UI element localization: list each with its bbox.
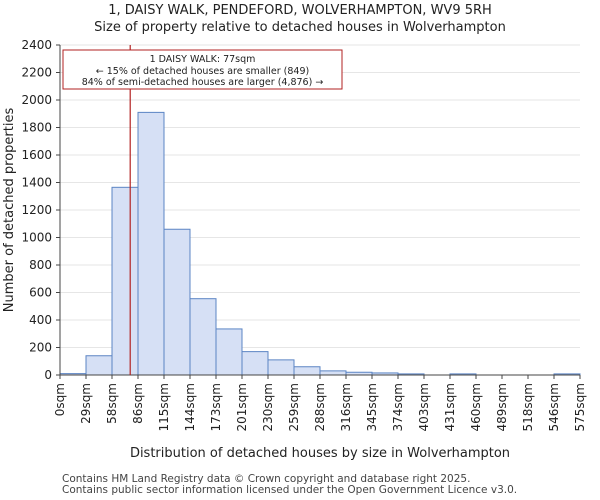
x-tick-label: 288sqm bbox=[313, 383, 327, 431]
histogram-bar bbox=[137, 111, 165, 376]
histogram-bar bbox=[163, 228, 191, 376]
x-tick-label: 518sqm bbox=[521, 383, 535, 431]
histogram-bar bbox=[215, 328, 243, 376]
histogram-bar bbox=[267, 359, 295, 376]
footer-licence: Contains public sector information licen… bbox=[62, 484, 518, 496]
histogram-bar bbox=[319, 370, 347, 376]
y-tick-label: 1000 bbox=[21, 231, 52, 245]
x-tick-label: 431sqm bbox=[443, 383, 457, 431]
x-tick-label: 546sqm bbox=[547, 383, 561, 431]
x-tick-label: 316sqm bbox=[339, 383, 353, 431]
x-tick-label: 29sqm bbox=[79, 383, 93, 424]
annotation-line1: 1 DAISY WALK: 77sqm bbox=[150, 54, 256, 65]
y-tick-label: 200 bbox=[29, 341, 52, 355]
y-tick-label: 1400 bbox=[21, 176, 52, 190]
histogram-bar bbox=[111, 186, 139, 376]
annotation-line3: 84% of semi-detached houses are larger (… bbox=[82, 77, 324, 88]
y-tick-label: 2400 bbox=[21, 38, 52, 52]
x-tick-label: 374sqm bbox=[391, 383, 405, 431]
y-tick-label: 1200 bbox=[21, 203, 52, 217]
annotation-line2: ← 15% of detached houses are smaller (84… bbox=[96, 66, 309, 77]
x-tick-label: 0sqm bbox=[53, 383, 67, 416]
x-tick-label: 460sqm bbox=[469, 383, 483, 431]
x-tick-label: 173sqm bbox=[209, 383, 223, 431]
x-tick-label: 201sqm bbox=[235, 383, 249, 431]
x-tick-label: 115sqm bbox=[157, 383, 171, 431]
chart-title-line1: 1, DAISY WALK, PENDEFORD, WOLVERHAMPTON,… bbox=[108, 3, 492, 18]
x-tick-label: 86sqm bbox=[131, 383, 145, 424]
y-tick-label: 1600 bbox=[21, 148, 52, 162]
y-tick-label: 800 bbox=[29, 258, 52, 272]
histogram-bar bbox=[293, 366, 321, 376]
y-tick-label: 600 bbox=[29, 286, 52, 300]
x-tick-label: 575sqm bbox=[573, 383, 587, 431]
x-tick-label: 58sqm bbox=[105, 383, 119, 424]
x-tick-label: 489sqm bbox=[495, 383, 509, 431]
x-axis-label: Distribution of detached houses by size … bbox=[130, 446, 510, 461]
x-tick-label: 403sqm bbox=[417, 383, 431, 431]
chart-title-line2: Size of property relative to detached ho… bbox=[94, 20, 506, 35]
x-tick-label: 345sqm bbox=[365, 383, 379, 431]
histogram-bar bbox=[189, 298, 217, 376]
y-tick-label: 2000 bbox=[21, 93, 52, 107]
y-tick-label: 1800 bbox=[21, 121, 52, 135]
y-tick-label: 0 bbox=[44, 368, 52, 382]
y-tick-label: 2200 bbox=[21, 66, 52, 80]
annotation-box: 1 DAISY WALK: 77sqm ← 15% of detached ho… bbox=[62, 49, 343, 90]
x-tick-label: 230sqm bbox=[261, 383, 275, 431]
y-tick-label: 400 bbox=[29, 313, 52, 327]
y-axis-label: Number of detached properties bbox=[2, 108, 17, 313]
x-tick-label: 259sqm bbox=[287, 383, 301, 431]
histogram-bar bbox=[241, 351, 269, 376]
x-tick-label: 144sqm bbox=[183, 383, 197, 431]
footer-copyright: Contains HM Land Registry data © Crown c… bbox=[62, 473, 471, 485]
histogram-bar bbox=[85, 355, 113, 376]
